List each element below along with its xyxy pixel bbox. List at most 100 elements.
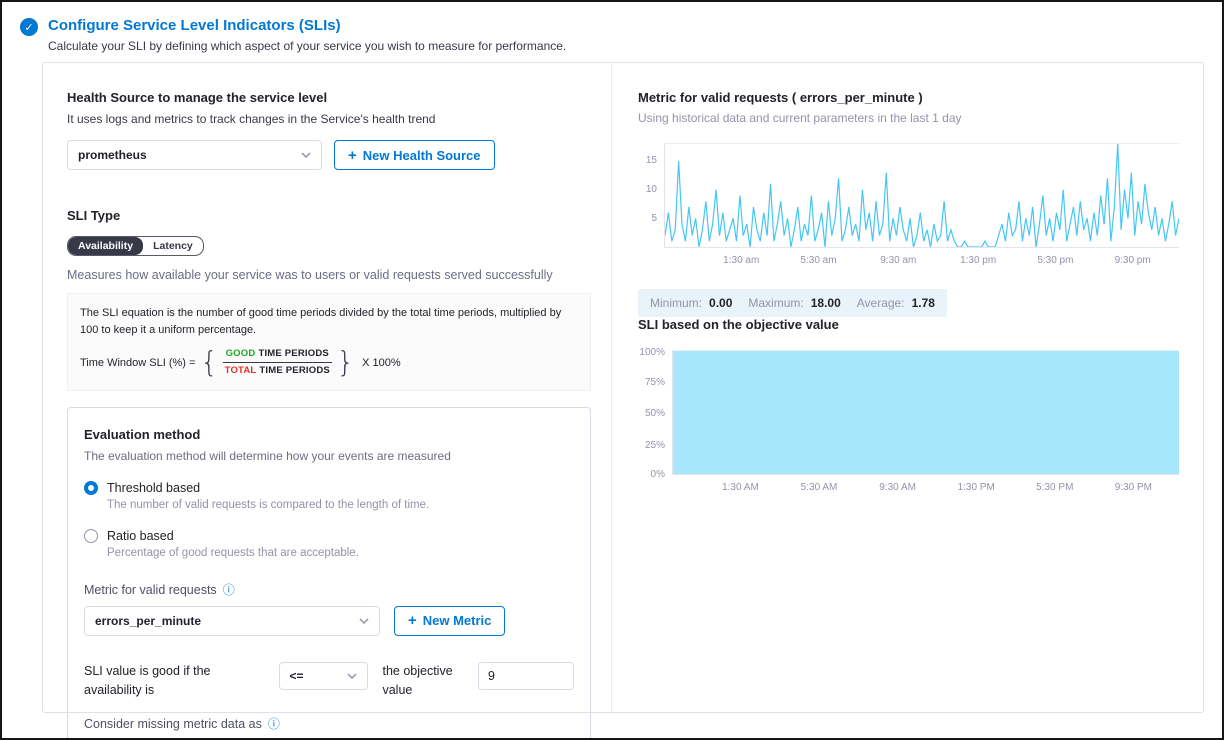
missing-metric-label: Consider missing metric data as ⓘ <box>84 717 574 731</box>
objective-value-label: the objective value <box>382 663 453 697</box>
x-tick: 1:30 AM <box>722 482 759 493</box>
comparator-select[interactable]: <= <box>278 661 369 690</box>
preview-column: Metric for valid requests ( errors_per_m… <box>611 63 1203 712</box>
missing-label-text: Consider missing metric data as <box>84 717 262 732</box>
metric-x-axis: 1:30 am 5:30 am 9:30 am 1:30 pm 5:30 pm … <box>664 248 1179 266</box>
brace-left: { <box>200 346 218 380</box>
condition-text: SLI value is good if the availability is <box>84 663 211 697</box>
evaluation-method-box: Evaluation method The evaluation method … <box>67 406 591 738</box>
x-tick: 9:30 pm <box>1114 255 1151 266</box>
health-source-value: prometheus <box>78 148 147 162</box>
sli-x-axis: 1:30 AM 5:30 AM 9:30 AM 1:30 PM 5:30 PM … <box>672 475 1179 493</box>
objective-value-input[interactable] <box>478 661 574 690</box>
plus-icon: + <box>348 146 357 164</box>
metric-y-axis: 15 10 5 <box>638 143 664 248</box>
info-icon[interactable]: ⓘ <box>222 582 235 597</box>
y-tick: 75% <box>644 377 665 388</box>
sli-type-description: Measures how available your service was … <box>67 268 553 282</box>
health-source-select[interactable]: prometheus <box>67 140 322 170</box>
formula-suffix: X 100% <box>362 356 401 369</box>
x-tick: 9:30 am <box>880 255 917 266</box>
new-health-source-button[interactable]: + New Health Source <box>334 140 495 170</box>
evaluation-title: Evaluation method <box>84 426 201 442</box>
formula-good: GOOD <box>225 348 256 359</box>
step-header: ✓ Configure Service Level Indicators (SL… <box>2 2 1222 53</box>
config-column: Health Source to manage the service leve… <box>43 63 611 738</box>
sli-chart-title: SLI based on the objective value <box>638 317 839 332</box>
plus-icon: + <box>408 612 417 629</box>
radio-ratio-description: Percentage of good requests that are acc… <box>107 546 359 559</box>
formula-fraction: GOOD TIME PERIODS TOTAL TIME PERIODS <box>222 347 332 379</box>
health-source-description: It uses logs and metrics to track change… <box>67 112 436 126</box>
sli-equation-box: The SLI equation is the number of good t… <box>67 293 591 391</box>
x-tick: 5:30 AM <box>800 482 838 493</box>
radio-label[interactable]: Ratio based <box>107 528 174 543</box>
x-tick: 5:30 pm <box>1037 255 1074 266</box>
x-tick: 1:30 PM <box>957 482 995 493</box>
evaluation-description: The evaluation method will determine how… <box>84 448 451 463</box>
formula-den-rest: TIME PERIODS <box>259 365 330 377</box>
metric-chart-title: Metric for valid requests ( errors_per_m… <box>638 90 923 105</box>
radio-threshold-based[interactable]: Threshold based <box>84 480 574 495</box>
comparator-value: <= <box>289 668 304 683</box>
metric-timeseries-svg <box>665 144 1179 247</box>
metric-for-valid-requests-label: Metric for valid requests ⓘ <box>84 583 574 597</box>
sli-area-fill <box>673 351 1179 474</box>
average-value: 1.78 <box>911 296 935 310</box>
formula-total: TOTAL <box>224 365 257 377</box>
metric-chart: 15 10 5 <box>638 143 1179 248</box>
metric-select[interactable]: errors_per_minute <box>84 605 380 636</box>
chevron-down-icon <box>301 152 311 158</box>
y-tick: 10 <box>645 184 657 195</box>
health-source-title: Health Source to manage the service leve… <box>67 90 328 105</box>
x-tick: 9:30 AM <box>879 482 916 493</box>
sli-equation-note: The SLI equation is the number of good t… <box>80 307 562 336</box>
sli-y-axis: 100% 75% 50% 25% 0% <box>638 347 672 480</box>
maximum-value: 18.00 <box>810 296 841 310</box>
brace-right: } <box>336 346 355 380</box>
y-tick: 25% <box>644 440 665 451</box>
y-tick: 50% <box>644 408 665 419</box>
pill-availability[interactable]: Availability <box>68 237 144 255</box>
x-tick: 5:30 am <box>800 255 837 266</box>
metric-label-text: Metric for valid requests <box>84 582 217 597</box>
step-check-icon: ✓ <box>20 18 38 36</box>
radio-button-unselected[interactable] <box>84 528 98 543</box>
y-tick: 5 <box>651 213 657 224</box>
page-subtitle: Calculate your SLI by defining which asp… <box>48 39 567 53</box>
x-tick: 1:30 pm <box>960 255 997 266</box>
sli-plot-area <box>672 350 1179 475</box>
sli-type-toggle[interactable]: Availability Latency <box>67 236 204 256</box>
sli-type-title: SLI Type <box>67 208 121 223</box>
formula-num-rest: TIME PERIODS <box>258 348 329 359</box>
new-metric-button[interactable]: + New Metric <box>394 605 506 636</box>
radio-threshold-description: The number of valid requests is compared… <box>107 498 430 511</box>
maximum-label: Maximum: <box>748 296 804 310</box>
sli-chart: 100% 75% 50% 25% 0% <box>638 347 1179 480</box>
step-header-text: Configure Service Level Indicators (SLIs… <box>48 17 566 53</box>
metric-value: errors_per_minute <box>95 613 202 628</box>
metric-plot-area <box>664 143 1179 248</box>
chevron-down-icon <box>359 617 369 624</box>
sli-config-panel: Health Source to manage the service leve… <box>42 62 1204 738</box>
info-icon[interactable]: ⓘ <box>267 717 280 732</box>
sli-condition-row: SLI value is good if the availability is… <box>84 661 574 701</box>
formula-prefix: Time Window SLI (%) = <box>80 356 196 369</box>
page-title: Configure Service Level Indicators (SLIs… <box>48 17 341 34</box>
y-tick: 15 <box>645 155 657 166</box>
radio-label[interactable]: Threshold based <box>107 480 201 495</box>
minimum-label: Minimum: <box>650 296 703 310</box>
sli-formula: Time Window SLI (%) = { GOOD TIME PERIODS… <box>80 347 578 379</box>
radio-ratio-based[interactable]: Ratio based <box>84 528 574 543</box>
x-tick: 5:30 PM <box>1036 482 1074 493</box>
chevron-down-icon <box>347 672 357 679</box>
new-metric-label: New Metric <box>422 613 492 628</box>
minimum-value: 0.00 <box>709 296 733 310</box>
metric-chart-subtitle: Using historical data and current parame… <box>638 111 962 125</box>
y-tick: 0% <box>650 469 665 480</box>
pill-latency[interactable]: Latency <box>153 240 193 252</box>
radio-button-selected[interactable] <box>84 480 98 495</box>
average-label: Average: <box>856 296 905 310</box>
metric-stats-bar: Minimum: 0.00 Maximum: 18.00 Average: 1.… <box>638 289 947 317</box>
